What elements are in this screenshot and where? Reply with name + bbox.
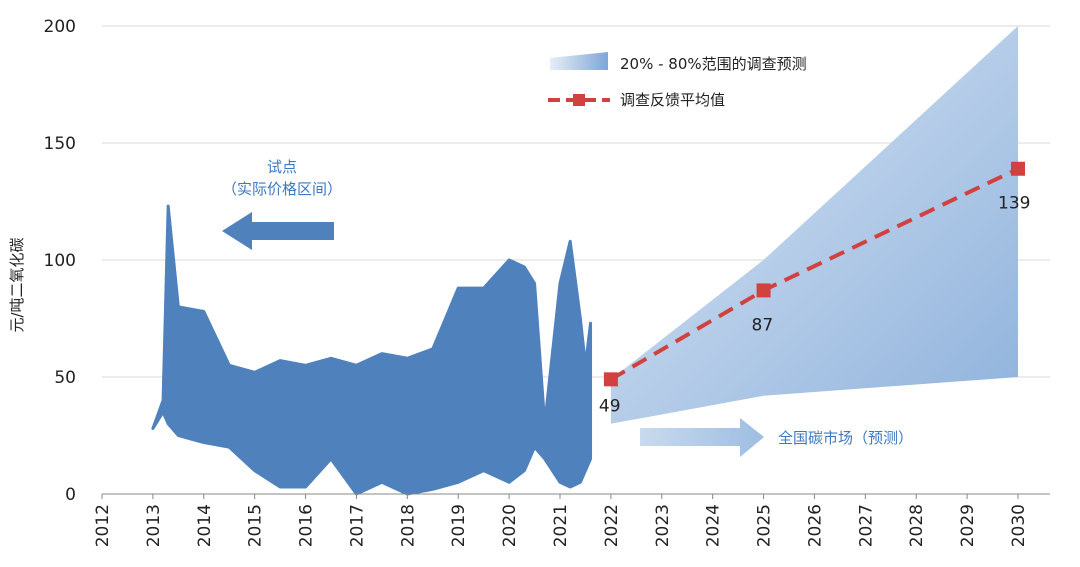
left-arrow-icon: [222, 212, 334, 250]
y-axis-label: 元/吨二氧化碳: [8, 237, 26, 332]
x-tick-label: 2023: [653, 504, 673, 547]
x-tick-labels: 2012 2013 2014 2015 2016 2017 2018 2019 2020 2021…: [93, 494, 1029, 547]
mean-data-label: 139: [998, 194, 1030, 214]
x-tick-label: 2020: [500, 504, 520, 547]
legend-mean-label: 调查反馈平均值: [620, 91, 725, 109]
legend-band-swatch: [550, 52, 608, 70]
legend-mean-swatch-marker: [573, 94, 585, 106]
x-tick-label: 2022: [602, 504, 622, 547]
mean-data-label: 87: [752, 315, 774, 335]
x-tick-label: 2021: [551, 504, 571, 547]
x-tick-label: 2012: [93, 504, 113, 547]
y-tick-labels: 0 50 100 150 200: [44, 17, 76, 505]
right-arrow-icon: [640, 418, 764, 457]
x-tick-label: 2030: [1009, 504, 1029, 547]
legend: 20% - 80%范围的调查预测 调查反馈平均值: [548, 52, 807, 109]
mean-forecast-line: 49 87 139: [599, 161, 1030, 416]
pilot-annotation-subtitle: （实际价格区间）: [222, 180, 342, 198]
mean-data-label: 49: [599, 396, 621, 416]
y-tick-label: 200: [44, 17, 76, 37]
y-tick-label: 150: [44, 134, 76, 154]
legend-band-label: 20% - 80%范围的调查预测: [620, 55, 807, 73]
x-tick-label: 2028: [907, 504, 927, 547]
mean-point-marker: [603, 372, 618, 387]
x-tick-label: 2015: [246, 504, 266, 547]
x-tick-label: 2017: [347, 504, 367, 547]
forecast-band-area: [610, 26, 1018, 424]
x-tick-label: 2014: [195, 504, 215, 547]
x-tick-label: 2029: [958, 504, 978, 547]
y-tick-label: 0: [65, 485, 76, 505]
national-annotation-label: 全国碳市场（预测）: [778, 429, 913, 447]
x-tick-label: 2024: [704, 504, 724, 547]
x-tick-label: 2019: [449, 504, 469, 547]
forecast-band: [610, 26, 1018, 424]
national-annotation: 全国碳市场（预测）: [640, 418, 913, 457]
x-tick-label: 2027: [856, 504, 876, 547]
x-tick-label: 2026: [805, 504, 825, 547]
pilot-annotation-title: 试点: [267, 158, 297, 176]
pilot-price-range: [151, 204, 593, 496]
pilot-annotation: 试点 （实际价格区间）: [222, 158, 342, 250]
x-tick-label: 2013: [144, 504, 164, 547]
y-tick-label: 100: [44, 251, 76, 271]
y-tick-label: 50: [54, 368, 76, 388]
x-tick-label: 2016: [297, 504, 317, 547]
x-tick-label: 2018: [398, 504, 418, 547]
mean-point-marker: [1011, 161, 1025, 176]
pilot-range-area: [151, 204, 593, 496]
mean-point-marker: [756, 283, 771, 298]
x-tick-label: 2025: [755, 504, 775, 547]
